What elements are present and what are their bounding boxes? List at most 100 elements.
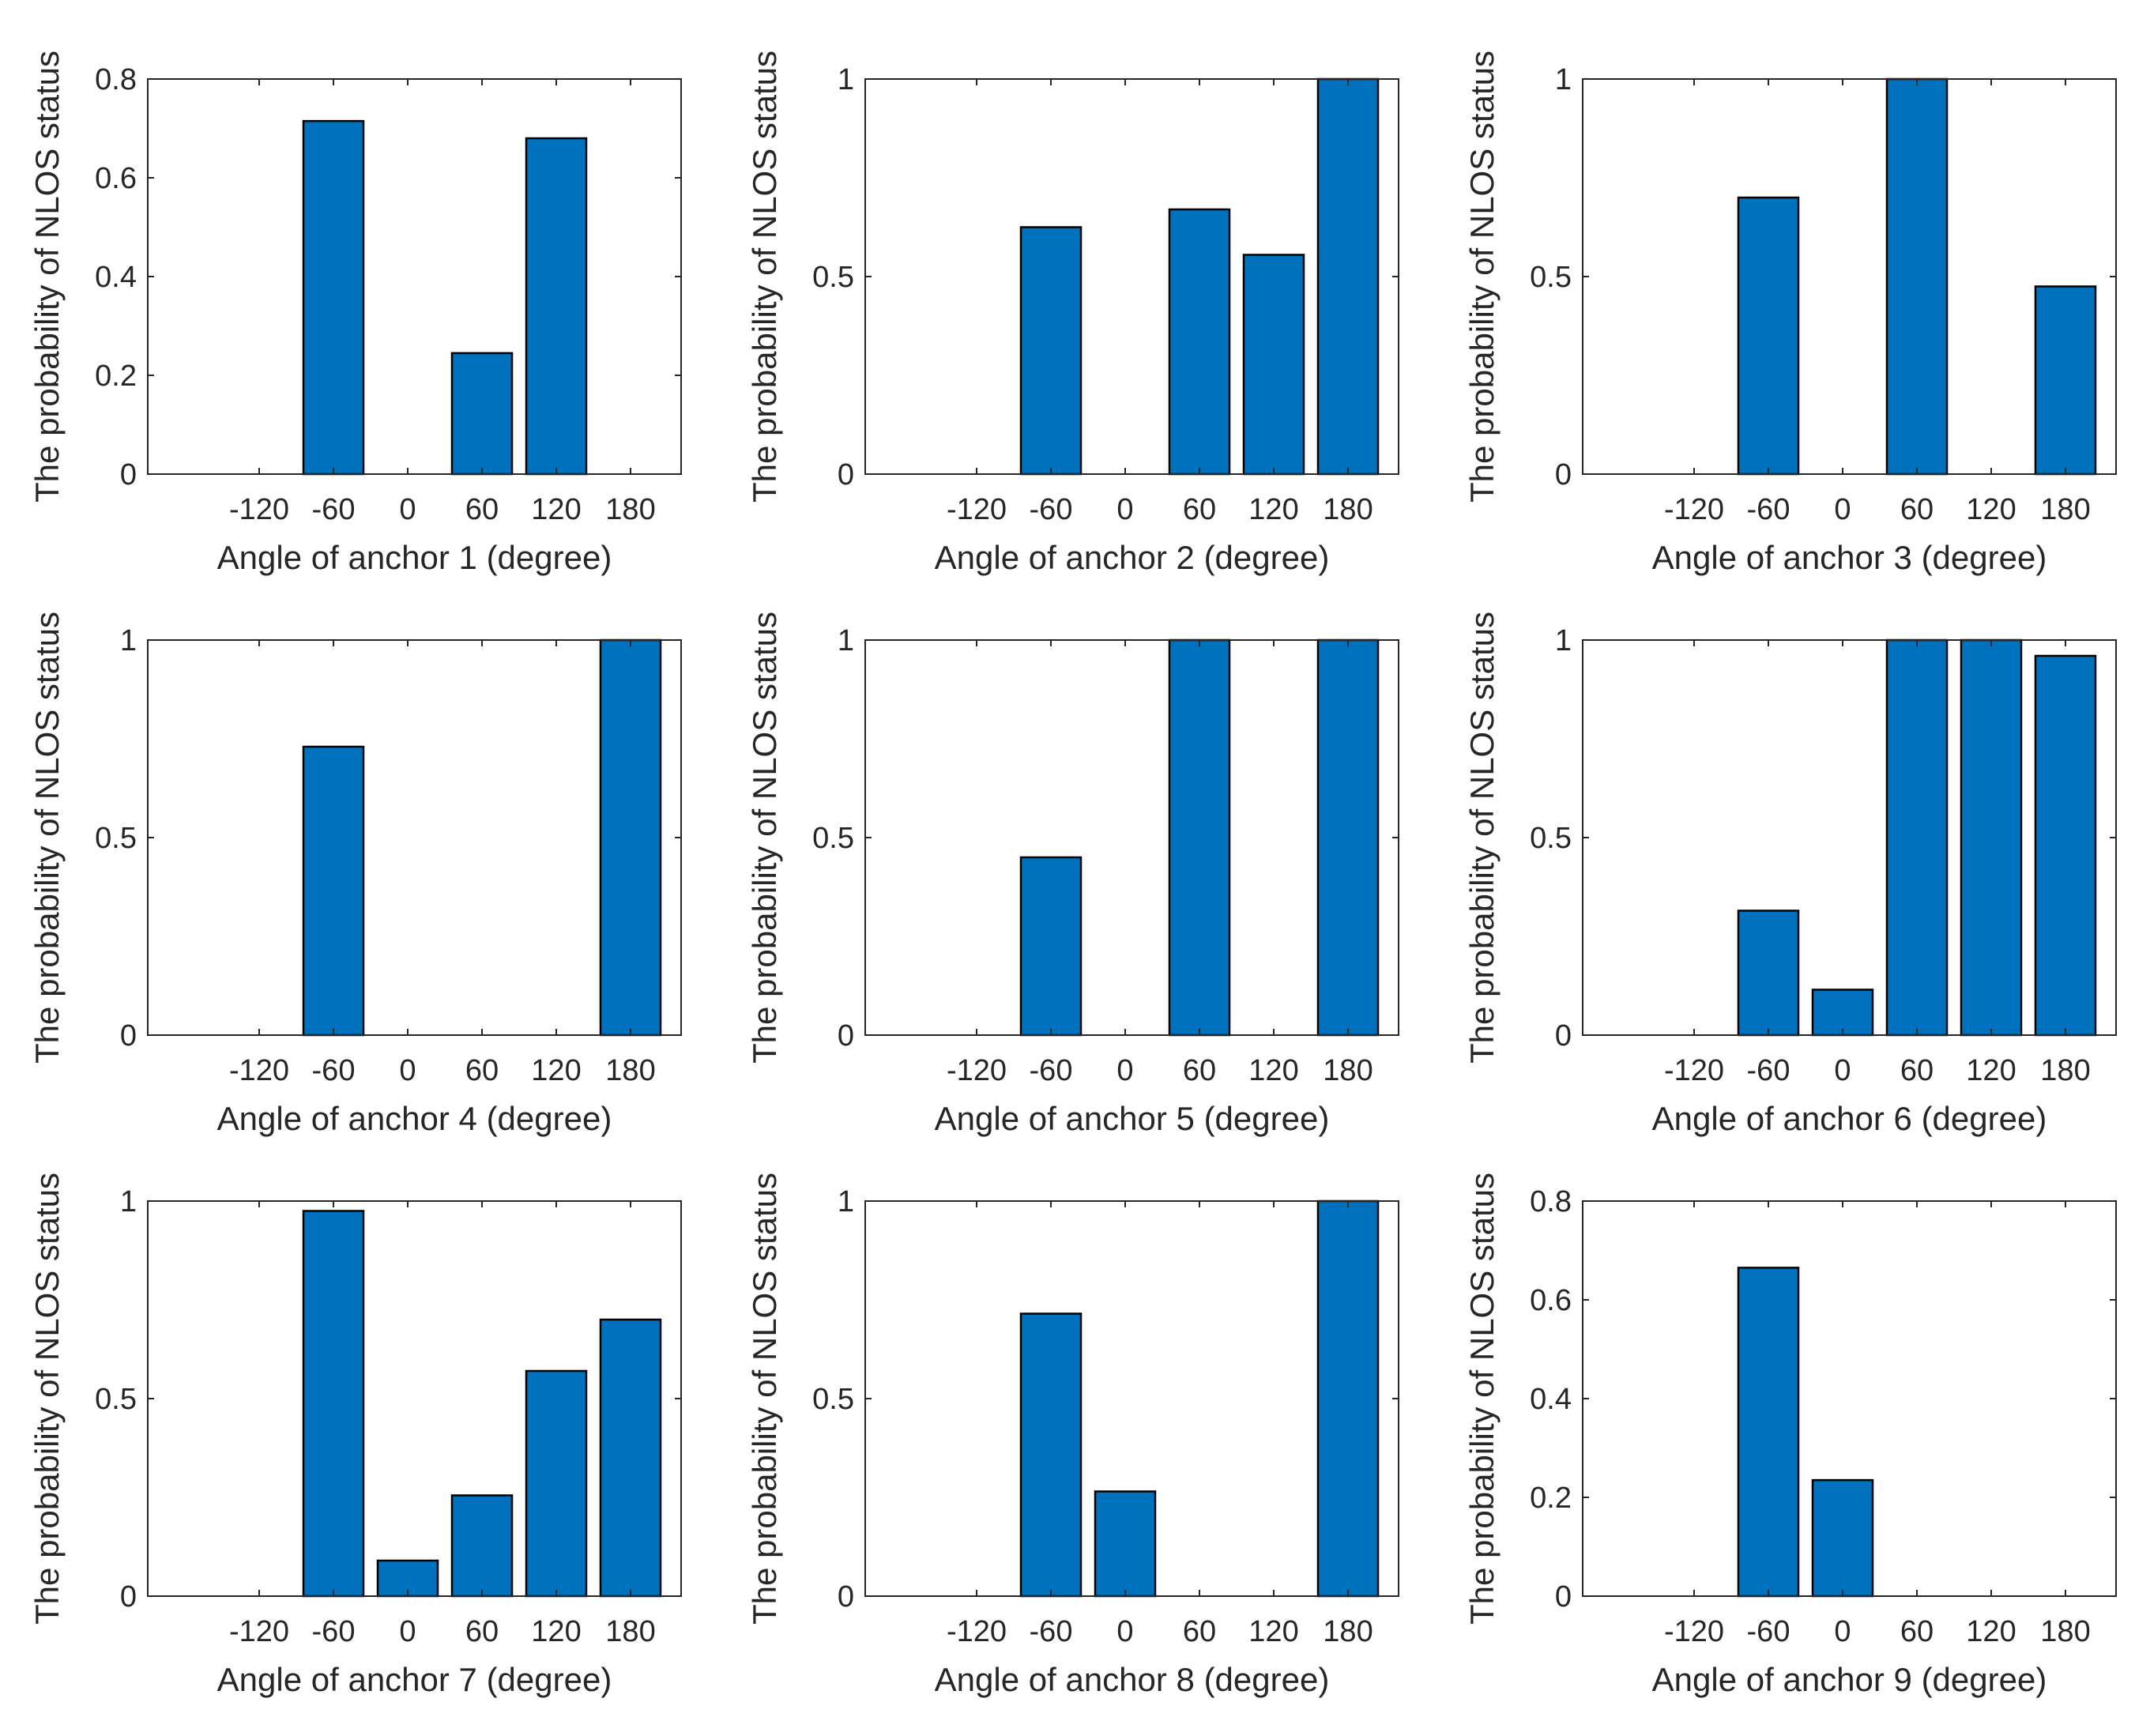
- chart-7-ytick-label: 0: [120, 1580, 137, 1614]
- chart-8-ytick-label: 1: [838, 1185, 854, 1218]
- chart-4-ylabel: The probability of NLOS status: [28, 612, 66, 1064]
- chart-2-xtick-label: 0: [1116, 493, 1133, 526]
- chart-7-xtick-label: 180: [605, 1615, 655, 1648]
- chart-8-ytick-label: 0.5: [812, 1383, 854, 1416]
- chart-1-xtick-label: 0: [399, 493, 416, 526]
- chart-7-ylabel: The probability of NLOS status: [28, 1173, 66, 1625]
- chart-9-xtick-label: -120: [1664, 1615, 1724, 1648]
- chart-9-bar--60: [1737, 1267, 1800, 1598]
- chart-1-ytick-label: 0: [120, 458, 137, 491]
- chart-4-ytick-label: 0: [120, 1019, 137, 1053]
- chart-9-ytick-label: 0.6: [1530, 1284, 1572, 1317]
- chart-2-xtick-label: -120: [947, 493, 1007, 526]
- chart-8-xtick-label: 0: [1116, 1615, 1133, 1648]
- chart-4-xtick-label: 0: [399, 1054, 416, 1087]
- chart-3-bar--60: [1737, 196, 1800, 476]
- chart-2: 0 0.5 1 -120 -60 0 60 120 180 Angle of anchor 2 (…: [746, 51, 1399, 576]
- chart-8-bar--60: [1019, 1312, 1083, 1598]
- chart-5-xtick-label: -120: [947, 1054, 1007, 1087]
- chart-2-bar--60: [1019, 226, 1083, 476]
- chart-2-xtick-label: 120: [1248, 493, 1298, 526]
- chart-5-xtick-label: -60: [1030, 1054, 1073, 1087]
- chart-3-bar-180: [2034, 285, 2097, 476]
- chart-8: 0 0.5 1 -120 -60 0 60 120 180 Angle of anchor 8 (…: [746, 1173, 1399, 1698]
- chart-2-xtick-label: 180: [1323, 493, 1372, 526]
- chart-3-xtick-label: 180: [2040, 493, 2090, 526]
- chart-6-bar-180: [2034, 654, 2097, 1037]
- chart-1-xtick-label: -120: [229, 493, 289, 526]
- chart-9: 0 0.2 0.4 0.6 0.8 -120 -60 0 60 120 180 Angle of an…: [1463, 1173, 2117, 1698]
- chart-9-xtick-label: 180: [2040, 1615, 2090, 1648]
- chart-1-axes-box: [147, 78, 682, 475]
- chart-9-xtick-label: 120: [1966, 1615, 2016, 1648]
- chart-6: 0 0.5 1 -120 -60 0 60 120 180 Angle of anchor 6 (…: [1463, 612, 2117, 1137]
- chart-9-ytick-label: 0.8: [1530, 1185, 1572, 1218]
- chart-6-ylabel: The probability of NLOS status: [1463, 612, 1501, 1064]
- chart-5-xtick-label: 60: [1183, 1054, 1216, 1087]
- chart-3-xtick-label: 120: [1966, 493, 2016, 526]
- chart-5-xlabel: Angle of anchor 5 (degree): [935, 1100, 1330, 1137]
- chart-9-bar-0: [1811, 1478, 1874, 1598]
- chart-8-ytick-label: 0: [838, 1580, 854, 1614]
- chart-6-ytick-label: 1: [1555, 624, 1572, 657]
- chart-3-ytick-label: 0.5: [1530, 261, 1572, 294]
- chart-1-xtick-label: 120: [531, 493, 581, 526]
- chart-6-bar-0: [1811, 989, 1874, 1037]
- chart-9-ylabel: The probability of NLOS status: [1463, 1173, 1501, 1625]
- chart-4-xtick-label: -60: [312, 1054, 356, 1087]
- chart-4-xtick-label: 60: [465, 1054, 499, 1087]
- chart-7-xtick-label: 60: [465, 1615, 499, 1648]
- chart-2-bar-60: [1168, 208, 1231, 476]
- chart-1-ytick-label: 0.8: [95, 63, 137, 96]
- chart-8-xlabel: Angle of anchor 8 (degree): [935, 1661, 1330, 1698]
- chart-9-ytick-label: 0: [1555, 1580, 1572, 1614]
- chart-1-ytick-label: 0.4: [95, 261, 137, 294]
- chart-9-xtick-label: 0: [1834, 1615, 1851, 1648]
- chart-1-xlabel: Angle of anchor 1 (degree): [217, 539, 612, 576]
- chart-8-bar-0: [1094, 1490, 1157, 1598]
- chart-4-bar-180: [599, 638, 662, 1037]
- chart-2-ytick-label: 1: [838, 63, 854, 96]
- chart-4-ytick-label: 1: [120, 624, 137, 657]
- chart-6-xtick-label: 180: [2040, 1054, 2090, 1087]
- chart-1: 0 0.2 0.4 0.6 0.8 -120 -60 0 60 120 180 Angle of an…: [28, 51, 682, 576]
- chart-4-xtick-label: 120: [531, 1054, 581, 1087]
- chart-5-bar-60: [1168, 638, 1231, 1037]
- chart-3-xtick-label: 0: [1834, 493, 1851, 526]
- chart-9-ytick-label: 0.4: [1530, 1383, 1572, 1416]
- chart-5-xtick-label: 0: [1116, 1054, 1133, 1087]
- chart-2-bar-120: [1242, 254, 1305, 476]
- chart-4-ytick-label: 0.5: [95, 822, 137, 855]
- chart-3-ylabel: The probability of NLOS status: [1463, 51, 1501, 503]
- chart-6-ytick-label: 0.5: [1530, 822, 1572, 855]
- chart-4-xlabel: Angle of anchor 4 (degree): [217, 1100, 612, 1137]
- chart-7-ytick-label: 0.5: [95, 1383, 137, 1416]
- chart-1-xtick-label: 60: [465, 493, 499, 526]
- chart-6-xtick-label: -120: [1664, 1054, 1724, 1087]
- chart-5-ytick-label: 0.5: [812, 822, 854, 855]
- chart-4-bar--60: [302, 745, 365, 1037]
- chart-6-xlabel: Angle of anchor 6 (degree): [1652, 1100, 2047, 1137]
- chart-7: 0 0.5 1 -120 -60 0 60 120 180 Angle of anchor 7 (…: [28, 1173, 682, 1698]
- chart-1-xtick-label: 180: [605, 493, 655, 526]
- chart-5-ytick-label: 0: [838, 1019, 854, 1053]
- chart-5-ytick-label: 1: [838, 624, 854, 657]
- chart-6-xtick-label: 0: [1834, 1054, 1851, 1087]
- chart-1-ylabel: The probability of NLOS status: [28, 51, 66, 503]
- chart-3-bar-60: [1885, 77, 1949, 476]
- chart-6-bar--60: [1737, 909, 1800, 1037]
- chart-7-xtick-label: -120: [229, 1615, 289, 1648]
- chart-8-xtick-label: 120: [1248, 1615, 1298, 1648]
- chart-3-xtick-label: 60: [1900, 493, 1934, 526]
- chart-2-ylabel: The probability of NLOS status: [746, 51, 783, 503]
- chart-6-ytick-label: 0: [1555, 1019, 1572, 1053]
- chart-4-xtick-label: 180: [605, 1054, 655, 1087]
- chart-3: 0 0.5 1 -120 -60 0 60 120 180 Angle of anchor 3 (…: [1463, 51, 2117, 576]
- chart-3-xlabel: Angle of anchor 3 (degree): [1652, 539, 2047, 576]
- chart-9-xlabel: Angle of anchor 9 (degree): [1652, 1661, 2047, 1698]
- chart-6-xtick-label: 60: [1900, 1054, 1934, 1087]
- chart-7-xtick-label: 120: [531, 1615, 581, 1648]
- chart-9-xtick-label: 60: [1900, 1615, 1934, 1648]
- chart-2-bar-180: [1316, 77, 1380, 476]
